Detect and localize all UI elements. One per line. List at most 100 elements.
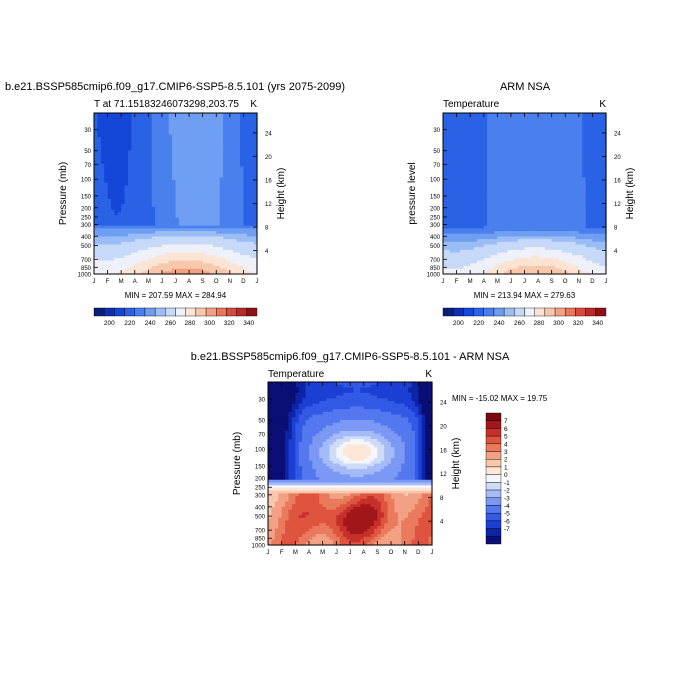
heatmap-cell [216,158,221,162]
heatmap-cell [223,113,228,117]
heatmap-cell [544,163,549,168]
heatmap-cell [490,121,495,125]
heatmap-cell [212,236,217,240]
heatmap-cell [514,188,519,192]
heatmap-cell [575,145,580,149]
heatmap-cell [558,209,563,213]
heatmap-cell [568,188,573,192]
heatmap-cell [229,249,234,254]
heatmap-cell [599,206,604,211]
heatmap-cell [558,196,563,200]
heatmap-cell [104,121,109,125]
heatmap-cell [131,206,136,211]
heatmap-cell [470,113,475,117]
heatmap-cell [94,225,98,229]
heatmap-cell [240,249,245,254]
heatmap-cell [575,198,580,203]
heatmap-cell [463,220,468,224]
heatmap-cell [459,209,464,213]
heatmap-cell [500,131,505,136]
heatmap-cell [94,113,98,117]
heatmap-cell [446,129,451,133]
heatmap-cell [453,180,458,184]
heatmap-cell [538,201,543,205]
heatmap-cell [178,223,183,227]
heatmap-cell [449,131,454,136]
heatmap-cell [202,126,207,130]
heatmap-cell [233,155,238,160]
heatmap-cell [589,204,594,208]
heatmap-cell [240,271,245,275]
heatmap-cell [209,239,214,243]
heatmap-cell [158,206,163,211]
heatmap-cell [168,225,173,229]
heatmap-cell [483,155,488,160]
heatmap-cell [568,217,573,221]
heatmap-cell [585,163,590,168]
heatmap-cell [175,121,180,125]
heatmap-cell [117,217,122,221]
heatmap-cell [110,236,115,240]
heatmap-cell [466,169,471,173]
heatmap-cell [175,126,180,130]
heatmap-cell [527,177,532,181]
heatmap-cell [558,115,563,119]
heatmap-cell [202,263,207,267]
heatmap-cell [226,252,231,256]
heatmap-cell [531,190,536,195]
heatmap-cell [124,206,129,211]
heatmap-cell [172,155,177,160]
heatmap-cell [104,223,109,227]
heatmap-cell [236,260,241,264]
heatmap-cell [199,190,204,195]
heatmap-cell [127,265,132,270]
heatmap-cell [534,209,539,213]
heatmap-cell [104,201,109,205]
heatmap-cell [541,121,546,125]
heatmap-cell [490,182,495,187]
heatmap-cell [243,177,248,181]
heatmap-cell [459,201,464,205]
heatmap-cell [534,220,539,224]
heatmap-cell [504,198,509,203]
heatmap-cell [470,163,475,168]
heatmap-cell [155,249,160,254]
heatmap-cell [517,158,522,162]
heatmap-cell [104,268,109,272]
heatmap-cell [544,129,549,133]
heatmap-cell [517,166,522,170]
heatmap-cell [151,271,156,275]
heatmap-cell [240,241,245,246]
heatmap-cell [585,214,590,219]
heatmap-cell [97,217,102,221]
heatmap-cell [148,201,153,205]
heatmap-cell [206,255,211,259]
heatmap-cell [100,201,105,205]
heatmap-cell [158,169,163,173]
heatmap-cell [107,145,112,149]
heatmap-cell [504,169,509,173]
heatmap-cell [124,271,129,275]
heatmap-cell [189,139,194,144]
heatmap-cell [158,188,163,192]
heatmap-cell [104,190,109,195]
heatmap-cell [219,265,224,270]
heatmap-cell [443,142,447,146]
heatmap-cell [578,131,583,136]
heatmap-cell [446,163,451,168]
heatmap-cell [161,188,166,192]
heatmap-cell [94,217,98,221]
heatmap-cell [212,174,217,178]
heatmap-cell [185,134,190,138]
heatmap-cell [459,161,464,165]
heatmap-cell [219,225,224,229]
heatmap-cell [148,260,153,264]
heatmap-cell [514,121,519,125]
x-tick-label: N [228,279,232,285]
heatmap-cell [561,214,566,219]
heatmap-cell [223,147,228,152]
heatmap-cell [250,172,255,176]
heatmap-cell [107,271,112,275]
heatmap-cell [240,209,245,213]
heatmap-cell [578,134,583,138]
